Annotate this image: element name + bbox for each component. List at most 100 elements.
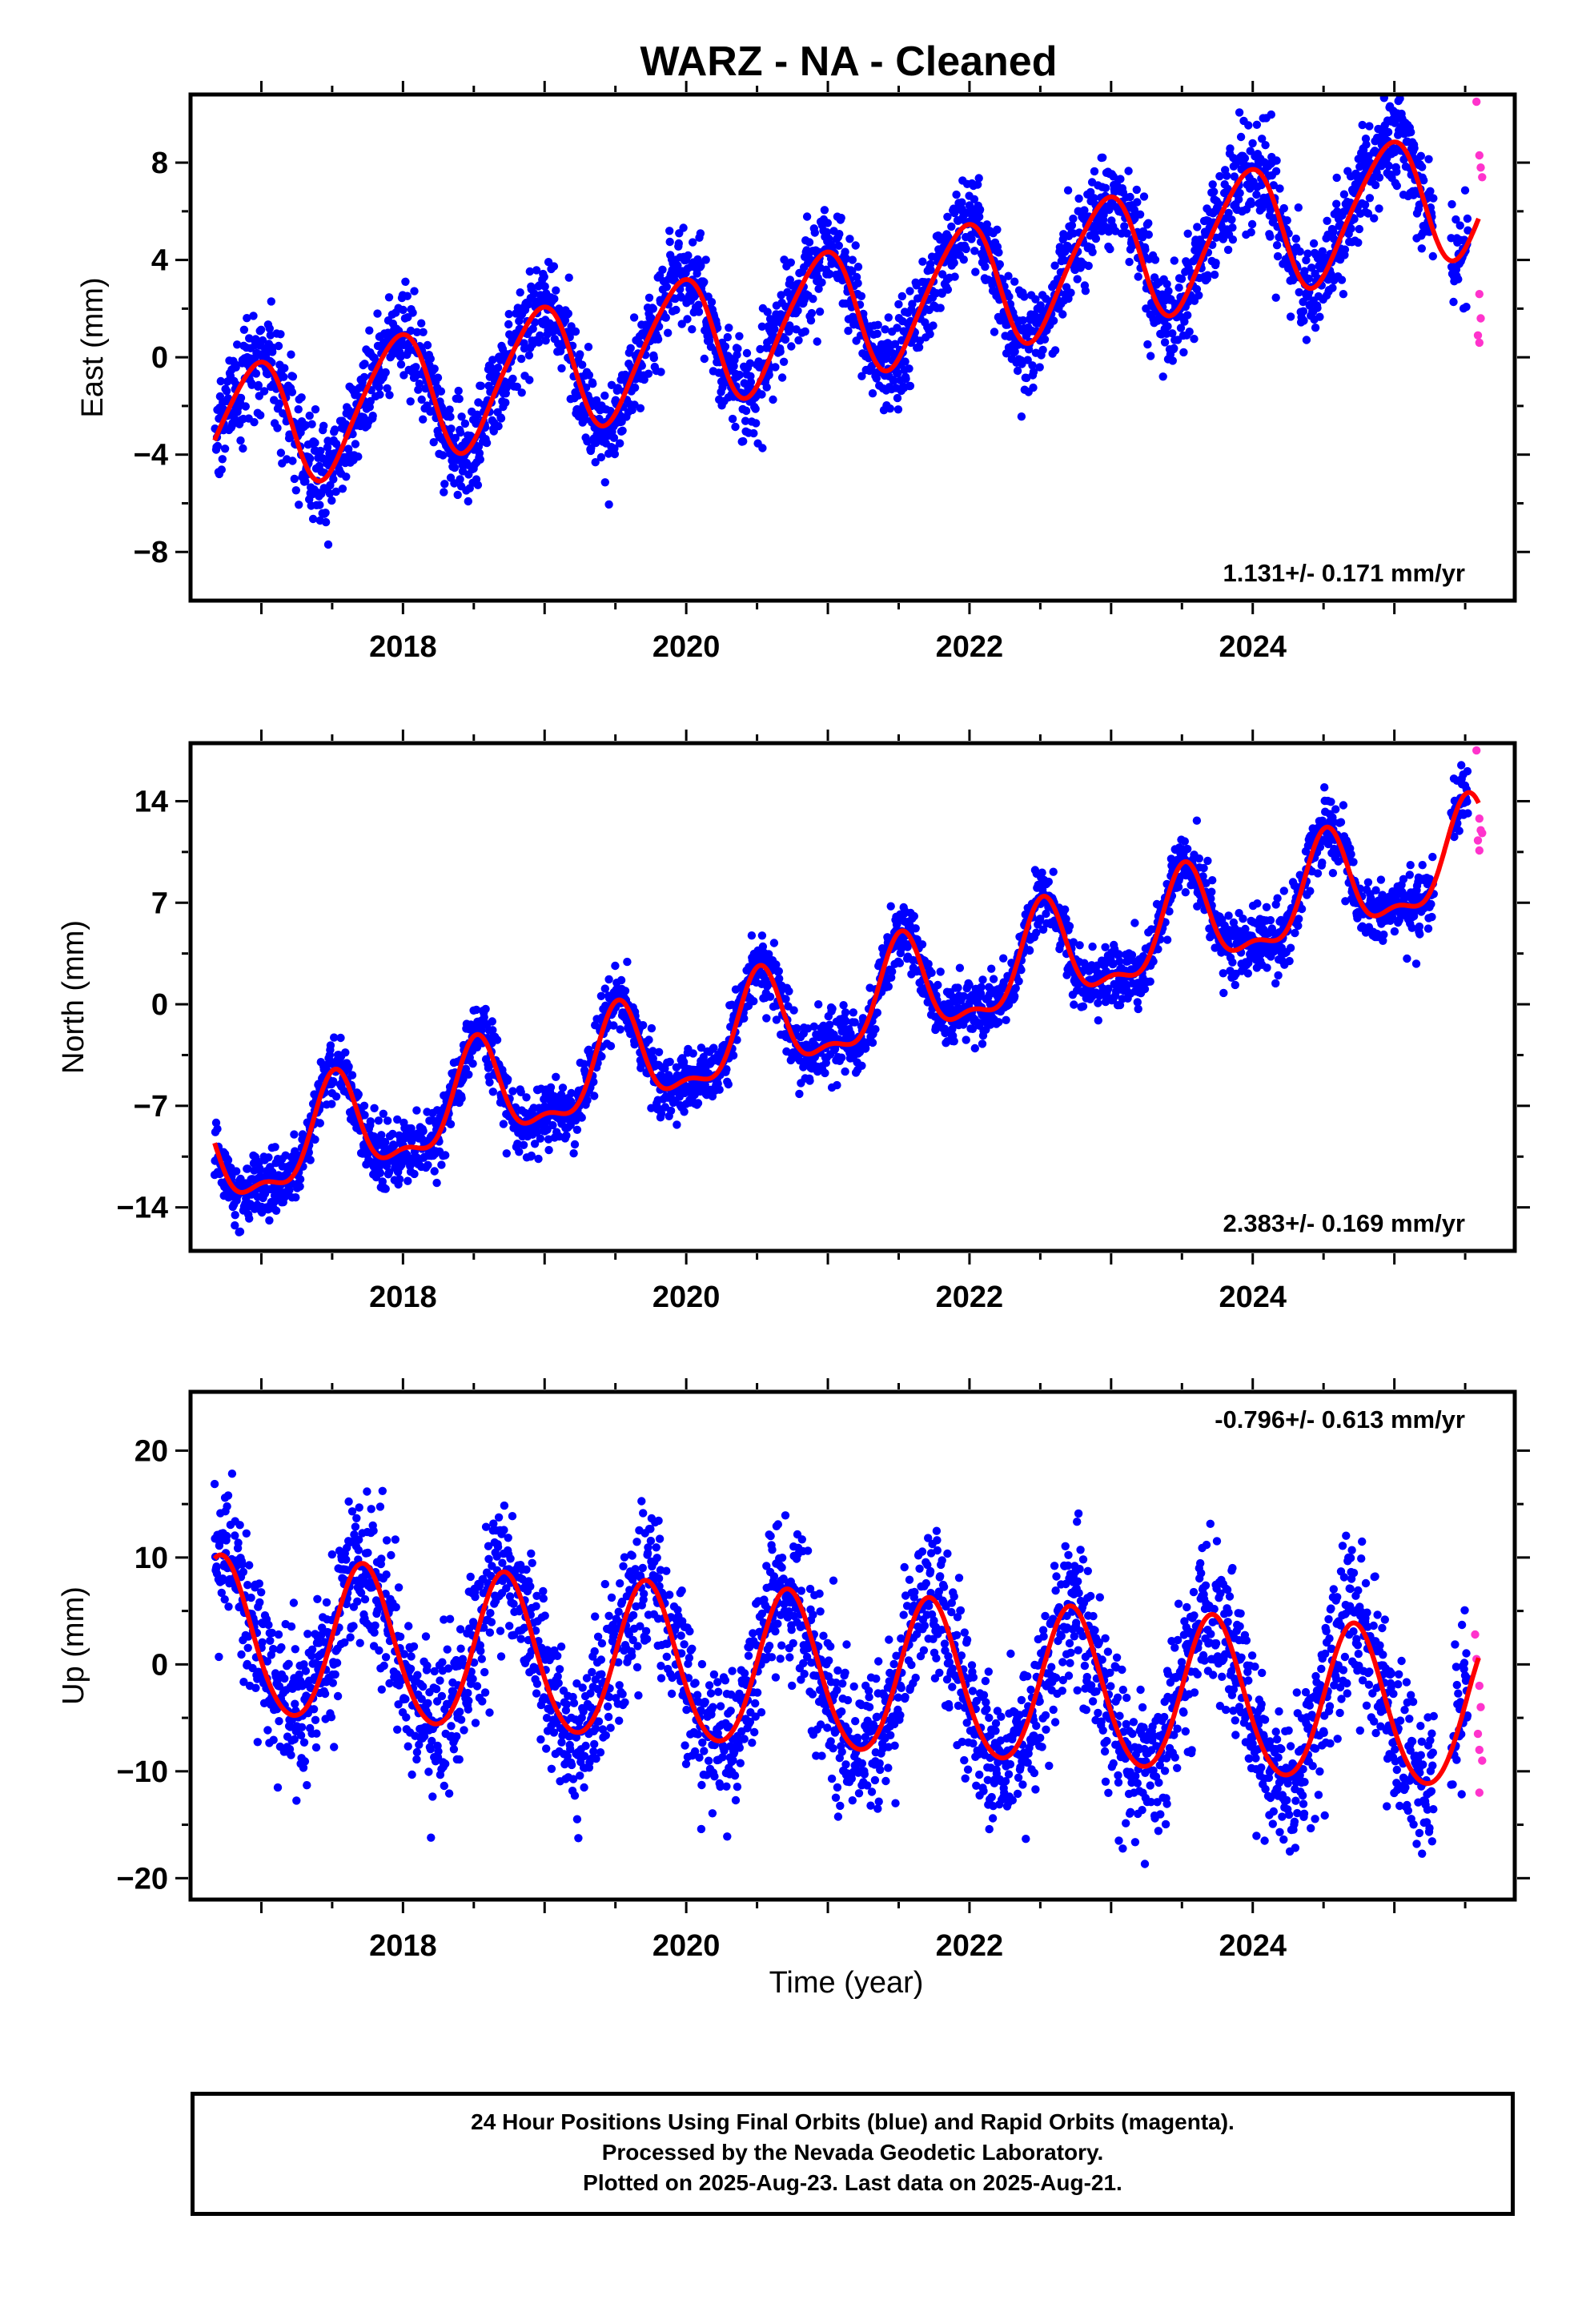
east-rapid-point (1475, 151, 1484, 160)
east-point (308, 514, 318, 524)
north-point (395, 1175, 404, 1184)
north-point (647, 1104, 656, 1112)
east-point (1062, 283, 1071, 292)
north-point (485, 1078, 494, 1087)
east-point (749, 428, 758, 438)
north-point (962, 1035, 970, 1044)
east-point (741, 406, 751, 416)
north-point (558, 1084, 568, 1092)
east-point (1058, 310, 1067, 319)
east-point (1354, 238, 1363, 247)
east-point (1125, 257, 1134, 267)
east-point (249, 312, 258, 320)
north-point (492, 1035, 502, 1044)
east-point (751, 404, 760, 413)
north-point (504, 1075, 512, 1084)
east-point (1004, 271, 1013, 280)
east-point (1299, 316, 1308, 325)
north-point (572, 1125, 582, 1135)
east-point (834, 241, 844, 250)
east-point (994, 248, 1003, 257)
east-point (496, 414, 506, 423)
north-point (457, 1094, 466, 1103)
east-point (482, 438, 492, 448)
north-point (354, 1090, 363, 1099)
east-point (982, 220, 992, 229)
east-point (267, 297, 275, 306)
east-point (1286, 312, 1295, 321)
east-point (436, 387, 446, 396)
east-point (596, 452, 606, 462)
north-point (1075, 941, 1084, 950)
east-point (894, 300, 903, 309)
east-point (757, 322, 767, 331)
north-point (291, 1193, 300, 1202)
north-point (1038, 868, 1046, 877)
east-point (1236, 132, 1246, 142)
east-point (837, 213, 845, 223)
east-point (644, 293, 654, 302)
east-point (433, 373, 443, 382)
east-point (384, 293, 394, 302)
east-point (493, 364, 503, 372)
east-point (1332, 199, 1341, 208)
north-point (441, 1151, 450, 1160)
north-point (888, 967, 897, 976)
east-point (733, 344, 742, 353)
east-point (873, 320, 882, 329)
east-point (1279, 203, 1289, 213)
east-point (426, 354, 435, 364)
east-point (848, 255, 857, 264)
east-point (400, 371, 408, 380)
east-point (1304, 274, 1314, 283)
east-point (257, 325, 266, 334)
east-point (1456, 221, 1464, 230)
east-model-curve (212, 139, 1481, 484)
east-x-tick-label: 2022 (936, 630, 1004, 664)
north-point (839, 1001, 848, 1010)
north-point (814, 1000, 823, 1009)
east-point (218, 455, 227, 464)
east-point (406, 326, 416, 336)
north-point (271, 1143, 279, 1152)
east-point (785, 321, 794, 330)
north-point (432, 1178, 441, 1188)
north-point (828, 1004, 837, 1013)
east-point (1247, 219, 1257, 229)
east-point (1323, 216, 1331, 225)
east-point (725, 324, 733, 332)
north-point (950, 1037, 958, 1046)
east-point (440, 488, 448, 497)
east-rapid-point (1475, 338, 1484, 348)
north-point (243, 1164, 252, 1173)
east-point (1176, 324, 1186, 332)
east-point (637, 361, 646, 370)
north-point (793, 1024, 801, 1033)
east-point (1005, 292, 1014, 301)
north-point (552, 1072, 560, 1082)
east-point (564, 273, 573, 282)
east-point (1271, 293, 1280, 302)
north-point (1088, 942, 1097, 951)
east-point (1090, 167, 1099, 176)
north-point (548, 1120, 557, 1130)
north-final-orbit-points (210, 761, 1472, 1236)
east-point (552, 286, 560, 295)
east-point (1142, 304, 1150, 313)
north-point (290, 1130, 299, 1139)
east-point (1028, 361, 1037, 370)
east-point (893, 393, 902, 403)
east-point (550, 294, 559, 304)
north-point (336, 1033, 345, 1043)
north-point (762, 1014, 771, 1023)
east-point (1244, 121, 1253, 130)
east-point (801, 327, 809, 336)
east-point (1168, 356, 1178, 365)
north-point (620, 987, 630, 995)
east-point (233, 340, 242, 349)
north-point (255, 1166, 264, 1175)
north-point (223, 1156, 233, 1164)
east-point (365, 326, 374, 335)
east-point (1240, 154, 1250, 163)
east-point (524, 351, 534, 360)
